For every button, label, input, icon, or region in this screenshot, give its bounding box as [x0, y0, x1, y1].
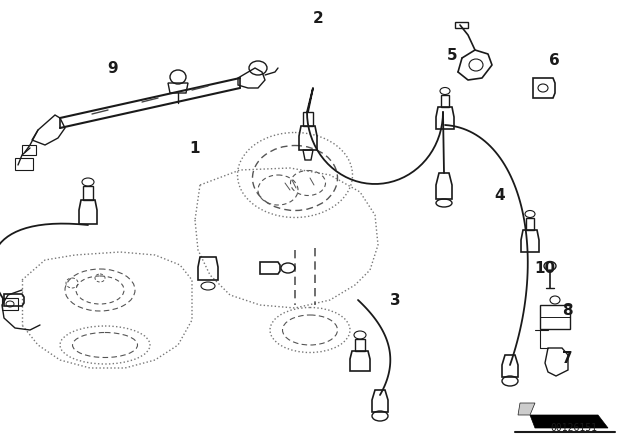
Text: 7: 7 [562, 350, 572, 366]
Text: 2: 2 [312, 10, 323, 26]
Bar [22, 145, 36, 155]
Text: 1: 1 [189, 141, 200, 155]
Text: 10: 10 [534, 260, 556, 276]
Polygon shape [530, 415, 608, 428]
Text: 5: 5 [447, 47, 458, 63]
Text: 4: 4 [495, 188, 506, 202]
Text: 8: 8 [562, 302, 572, 318]
Text: 9: 9 [108, 60, 118, 76]
Bar [15, 158, 33, 170]
Text: 3: 3 [390, 293, 400, 307]
Text: 6: 6 [548, 52, 559, 68]
Text: 00126151: 00126151 [550, 423, 598, 433]
Polygon shape [518, 403, 535, 415]
Bar [540, 305, 570, 329]
